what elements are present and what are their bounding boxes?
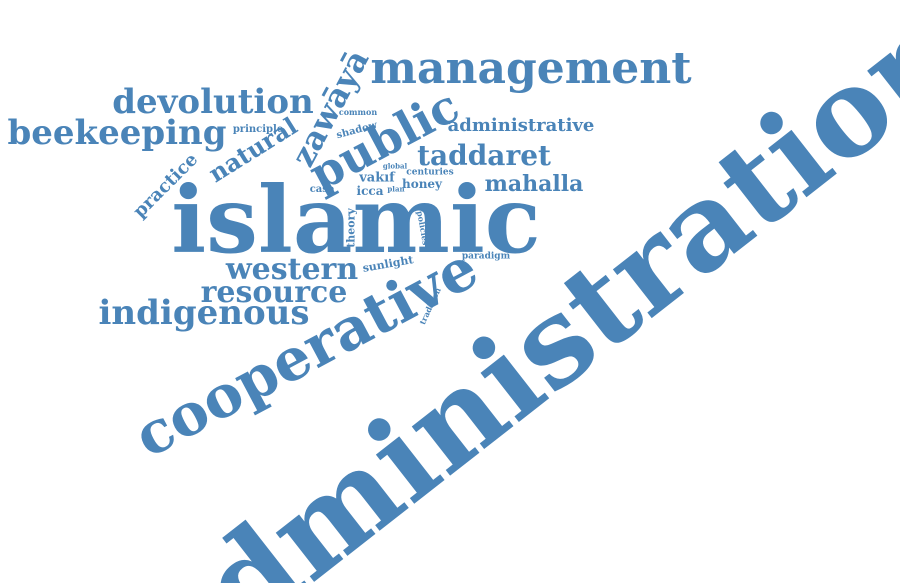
word-administrative: administrative xyxy=(447,115,595,136)
word-case: case xyxy=(309,184,335,195)
word-vakif: vakıf xyxy=(359,170,395,186)
word-devolution: devolution xyxy=(112,82,314,122)
word-principle: principle xyxy=(232,124,284,135)
word-resource: resource xyxy=(200,275,348,310)
word-western: western xyxy=(225,252,359,287)
word-honey: honey xyxy=(401,177,443,191)
word-taddaret: taddaret xyxy=(417,139,551,172)
word-centuries: centuries xyxy=(406,167,454,178)
word-mahalla: mahalla xyxy=(484,171,584,197)
word-islamic: islamic xyxy=(171,166,541,274)
word-indigenous: indigenous xyxy=(98,293,310,333)
word-plan: plan xyxy=(387,184,405,194)
word-management: management xyxy=(370,43,692,94)
word-beekeeping: beekeeping xyxy=(7,113,227,153)
word-common: common xyxy=(338,107,378,117)
word-paradigm: paradigm xyxy=(461,251,511,262)
word-icca: icca xyxy=(356,184,384,198)
word-theory: theory xyxy=(344,208,358,248)
word-global: global xyxy=(382,161,408,171)
